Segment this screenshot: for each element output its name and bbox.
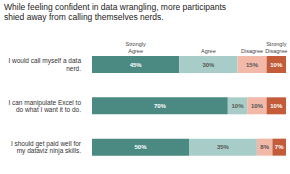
svg-text:35%: 35% (217, 144, 230, 150)
svg-text:8%: 8% (260, 144, 269, 150)
svg-text:I should get paid well formy d: I should get paid well formy dataviz nin… (11, 140, 82, 156)
svg-text:45%: 45% (130, 62, 143, 68)
svg-text:10%: 10% (270, 103, 282, 109)
svg-text:Agree: Agree (201, 48, 216, 54)
svg-text:10%: 10% (251, 103, 264, 109)
svg-text:I can manipulate Excel todo wh: I can manipulate Excel todo what I want … (8, 99, 81, 114)
svg-text:Disagree: Disagree (241, 48, 263, 54)
svg-text:7%: 7% (275, 144, 282, 150)
svg-text:I would call myself a datanerd: I would call myself a datanerd. (8, 57, 81, 71)
svg-text:15%: 15% (246, 62, 259, 68)
svg-text:50%: 50% (134, 144, 147, 150)
svg-text:10%: 10% (231, 103, 244, 109)
svg-text:30%: 30% (202, 62, 215, 68)
svg-text:10%: 10% (270, 62, 282, 68)
svg-text:StronglyAgree: StronglyAgree (126, 41, 146, 54)
svg-text:70%: 70% (154, 103, 167, 109)
svg-text:StronglyDisagree: StronglyDisagree (265, 41, 282, 54)
html-text:While feeling confident in dat: While feeling confident in data wranglin… (4, 2, 227, 12)
html-text:shied away from calling themse: shied away from calling themselves nerds… (4, 12, 164, 22)
